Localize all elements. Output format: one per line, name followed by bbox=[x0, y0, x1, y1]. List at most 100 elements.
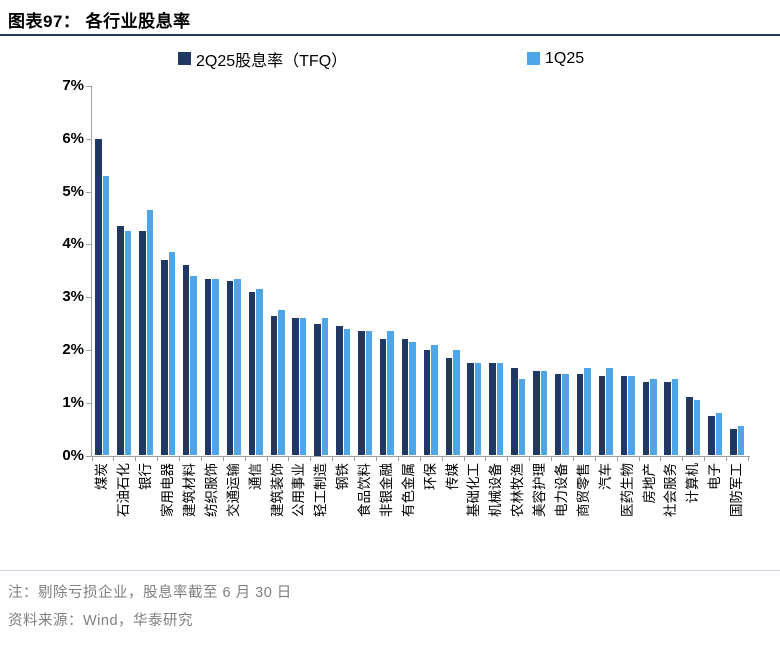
bar-1q25 bbox=[102, 175, 110, 456]
x-tick bbox=[748, 455, 749, 461]
x-label: 基础化工 bbox=[466, 462, 482, 517]
x-tick bbox=[529, 455, 531, 461]
x-label: 国防军工 bbox=[729, 462, 745, 517]
y-axis-line bbox=[90, 85, 92, 457]
x-tick bbox=[135, 455, 137, 461]
bar-2q25 bbox=[379, 339, 387, 456]
bar-1q25 bbox=[453, 349, 460, 456]
x-label: 纺织服饰 bbox=[203, 462, 219, 517]
bar-1q25 bbox=[606, 368, 613, 456]
bar-2q25 bbox=[139, 231, 146, 456]
x-tick bbox=[354, 455, 356, 461]
bar-1q25 bbox=[168, 252, 176, 456]
bar-1q25 bbox=[343, 328, 351, 456]
x-tick bbox=[419, 455, 421, 461]
bar-2q25 bbox=[642, 381, 650, 456]
bar-1q25 bbox=[671, 378, 679, 456]
footnote: 注：剔除亏损企业，股息率截至 6 月 30 日 bbox=[8, 585, 292, 601]
bar-1q25 bbox=[628, 376, 635, 456]
title-divider bbox=[0, 34, 780, 36]
x-tick bbox=[375, 455, 377, 461]
y-tick bbox=[85, 138, 92, 140]
x-tick bbox=[91, 455, 93, 461]
x-label: 建筑材料 bbox=[181, 462, 197, 517]
bar-1q25 bbox=[299, 318, 307, 456]
bar-1q25 bbox=[562, 373, 569, 456]
x-label: 电子 bbox=[707, 462, 723, 490]
bar-2q25 bbox=[576, 373, 584, 456]
y-tick-label: 1% bbox=[62, 393, 84, 411]
x-tick bbox=[485, 455, 487, 461]
x-label: 建筑装饰 bbox=[269, 462, 285, 517]
bar-2q25 bbox=[708, 415, 715, 456]
x-tick bbox=[660, 455, 662, 461]
bar-1q25 bbox=[650, 378, 657, 456]
legend-label-1q25: 1Q25 bbox=[545, 49, 585, 67]
x-label: 家用电器 bbox=[160, 462, 176, 517]
x-tick bbox=[157, 455, 159, 461]
x-tick bbox=[222, 455, 224, 461]
x-label: 食品饮料 bbox=[357, 462, 373, 517]
x-label: 有色金属 bbox=[400, 462, 416, 517]
x-label: 农林牧渔 bbox=[510, 462, 526, 517]
x-tick bbox=[616, 455, 618, 461]
bar-2q25 bbox=[358, 331, 365, 456]
x-label: 交通运输 bbox=[225, 462, 241, 517]
x-tick bbox=[397, 455, 399, 461]
bar-1q25 bbox=[212, 278, 219, 456]
x-label: 美容护理 bbox=[532, 462, 548, 517]
bar-2q25 bbox=[226, 281, 234, 456]
legend-item-1q25: 1Q25 bbox=[527, 50, 584, 67]
x-label: 计算机 bbox=[685, 462, 701, 504]
x-label: 公用事业 bbox=[291, 462, 307, 517]
x-tick bbox=[704, 455, 706, 461]
source-note: 资料来源：Wind，华泰研究 bbox=[8, 613, 194, 629]
x-label: 钢铁 bbox=[335, 462, 351, 490]
x-label: 机械设备 bbox=[488, 462, 504, 517]
bar-1q25 bbox=[234, 278, 241, 456]
x-tick bbox=[244, 455, 246, 461]
x-label: 电力设备 bbox=[553, 462, 569, 517]
y-tick-label: 3% bbox=[62, 288, 84, 306]
x-tick bbox=[200, 455, 202, 461]
bar-2q25 bbox=[270, 315, 277, 456]
y-tick-label: 4% bbox=[62, 235, 84, 253]
bar-1q25 bbox=[190, 275, 197, 456]
bar-2q25 bbox=[730, 429, 737, 456]
bar-2q25 bbox=[401, 339, 409, 456]
bar-2q25 bbox=[467, 363, 474, 456]
legend-item-2q25: 2Q25股息率（TFQ） bbox=[178, 50, 347, 70]
bar-2q25 bbox=[248, 291, 256, 456]
bar-1q25 bbox=[737, 426, 745, 456]
bar-2q25 bbox=[686, 397, 693, 456]
y-tick-label: 6% bbox=[62, 129, 84, 147]
figure-bottom-divider bbox=[0, 570, 780, 571]
bar-2q25 bbox=[182, 265, 190, 456]
bar-1q25 bbox=[431, 344, 438, 456]
bar-2q25 bbox=[620, 376, 628, 456]
x-label: 商贸零售 bbox=[575, 462, 591, 517]
bar-1q25 bbox=[496, 363, 504, 456]
x-axis-line bbox=[85, 455, 750, 457]
x-tick bbox=[726, 455, 728, 461]
legend-label-2q25: 2Q25股息率（TFQ） bbox=[196, 52, 348, 70]
x-tick bbox=[572, 455, 574, 461]
bar-2q25 bbox=[489, 363, 496, 456]
x-label: 医药生物 bbox=[619, 462, 635, 517]
x-tick bbox=[332, 455, 334, 461]
bar-2q25 bbox=[314, 323, 321, 456]
x-label: 环保 bbox=[422, 462, 438, 490]
bar-2q25 bbox=[598, 376, 606, 456]
y-tick bbox=[85, 85, 92, 87]
x-label: 传媒 bbox=[444, 462, 460, 490]
bar-2q25 bbox=[554, 373, 562, 456]
bar-1q25 bbox=[584, 368, 591, 456]
bar-1q25 bbox=[256, 289, 263, 456]
x-label: 轻工制造 bbox=[313, 462, 329, 517]
bar-1q25 bbox=[715, 413, 723, 456]
y-tick bbox=[85, 402, 92, 404]
bar-2q25 bbox=[533, 371, 540, 456]
x-tick bbox=[441, 455, 443, 461]
bar-2q25 bbox=[664, 381, 671, 456]
